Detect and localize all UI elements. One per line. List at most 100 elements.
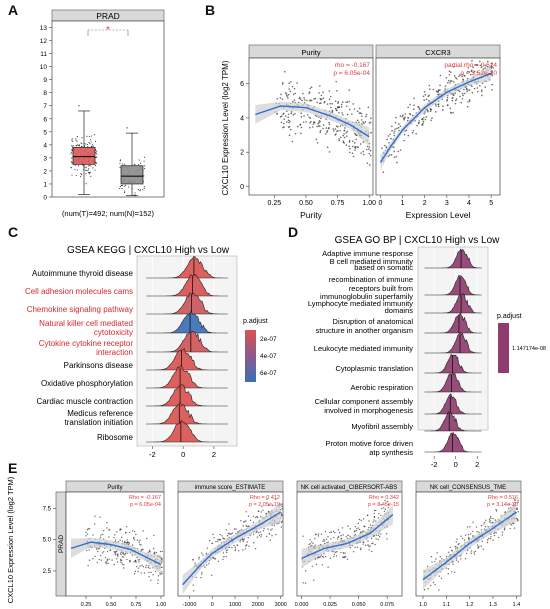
panel-c-ridge-6 bbox=[146, 365, 228, 389]
panel-e-facet-3-point bbox=[508, 503, 510, 505]
panel-e-facet-2-point bbox=[330, 531, 333, 533]
panel-e-facet-0-point bbox=[116, 561, 119, 563]
panel-b-facet-purity-point bbox=[346, 113, 349, 116]
panel-e-facet-3-xtick-label-4: 1.4 bbox=[513, 602, 521, 608]
panel-b-facet-cxcr3-point bbox=[444, 88, 446, 90]
panel-e-facet-3-point bbox=[447, 568, 450, 570]
panel-e-facet-0-point bbox=[99, 516, 101, 518]
panel-e-facet-0-point bbox=[105, 561, 108, 563]
panel-b-facet-purity-point bbox=[335, 133, 337, 135]
panel-e-facet-2-point bbox=[325, 538, 328, 541]
panel-c-term-3b: cytotoxicity bbox=[94, 328, 133, 337]
panel-b-facet-purity-point bbox=[318, 116, 320, 118]
panel-e-facet-1-point bbox=[208, 562, 210, 565]
panel-a-point bbox=[71, 151, 73, 153]
panel-b-facet-cxcr3-point bbox=[407, 116, 410, 119]
panel-a-point bbox=[124, 190, 126, 192]
panel-e-facet-1-point bbox=[201, 552, 203, 554]
panel-e-facet-3-point bbox=[516, 507, 518, 509]
panel-e-facet-0-point bbox=[148, 576, 150, 578]
panel-e-facet-3-point bbox=[477, 546, 480, 549]
panel-e-facet-1-point bbox=[225, 529, 227, 531]
panel-b-facet-cxcr3-point bbox=[452, 81, 455, 83]
panel-a-point bbox=[89, 139, 92, 141]
panel-b-facet-purity-point bbox=[308, 92, 310, 95]
panel-b-strip-cxcr3-label: CXCR3 bbox=[425, 48, 450, 57]
panel-a-point bbox=[124, 184, 126, 186]
panel-e-facet-1-point bbox=[246, 525, 248, 528]
panel-e-facet-1-point bbox=[222, 552, 225, 554]
panel-e-facet-3-point bbox=[430, 555, 433, 558]
panel-e-facet-2-point bbox=[322, 540, 324, 542]
panel-e-facet-0-point bbox=[117, 555, 119, 557]
panel-e-facet-3-point bbox=[457, 561, 459, 563]
panel-b-facet-cxcr3-point bbox=[479, 64, 482, 67]
panel-b-facet-cxcr3-point bbox=[471, 59, 473, 62]
panel-e-facet-0-point bbox=[98, 547, 100, 550]
panel-a-point bbox=[90, 175, 92, 177]
panel-b-facet-cxcr3-point bbox=[429, 88, 431, 90]
panel-e-facet-2-point bbox=[347, 534, 349, 537]
panel-e-facet-3-point bbox=[493, 532, 495, 535]
panel-e-facet-1-point bbox=[266, 498, 268, 501]
panel-e-facet-3-point bbox=[480, 545, 482, 547]
panel-e-facet-1-point bbox=[256, 531, 258, 533]
panel-e-facet-1-point bbox=[247, 515, 250, 517]
panel-b-facet-cxcr3-point bbox=[455, 98, 458, 100]
panel-b-facet-cxcr3-point bbox=[387, 135, 390, 137]
panel-b-facet-purity-point bbox=[326, 131, 328, 133]
panel-e-facet-0-point bbox=[122, 567, 125, 569]
panel-e-facet-1-point bbox=[271, 528, 273, 530]
panel-e-facet-0-point bbox=[88, 559, 91, 561]
panel-b-facet-purity-point bbox=[318, 121, 320, 124]
panel-b-facet-purity-point bbox=[319, 120, 321, 123]
panel-e-facet-0-point bbox=[138, 561, 140, 563]
panel-e-facet-3-point bbox=[480, 529, 483, 531]
panel-e-facet-2-point bbox=[385, 533, 388, 535]
panel-e-facet-2-point bbox=[340, 537, 342, 540]
panel-e-facet-2-point bbox=[341, 527, 344, 529]
panel-a-point bbox=[94, 140, 97, 142]
panel-b-facet-purity-point bbox=[353, 108, 356, 110]
panel-b-facet-cxcr3-point bbox=[393, 134, 396, 137]
panel-b-facet-cxcr3-point bbox=[434, 111, 437, 113]
panel-e-facet-2-point bbox=[360, 519, 362, 522]
panel-b-facet-cxcr3-point bbox=[458, 75, 460, 77]
panel-b-facet-cxcr3-point bbox=[468, 100, 471, 103]
panel-e-facet-0-point bbox=[133, 573, 136, 575]
panel-a-point bbox=[71, 145, 73, 147]
panel-a-point bbox=[78, 105, 80, 107]
panel-e-facet-0-point bbox=[139, 565, 141, 567]
panel-b-facet-cxcr3-point bbox=[389, 154, 391, 156]
panel-c-term-8a: Medicus reference bbox=[67, 409, 133, 418]
panel-b-facet-purity-point bbox=[354, 149, 356, 151]
panel-e-facet-1-xtick-label-3: 2000 bbox=[252, 602, 264, 608]
panel-c-ridge-2 bbox=[146, 292, 228, 315]
panel-e-facet-3-point bbox=[513, 522, 515, 525]
panel-d-legend-title: p.adjust bbox=[497, 313, 522, 320]
panel-e-facet-2-point bbox=[373, 512, 375, 515]
panel-e-facet-3-point bbox=[438, 575, 440, 577]
panel-e-facet-0-point bbox=[157, 575, 160, 577]
panel-b-stat-purity-rho: rho = -0.167 bbox=[335, 62, 371, 69]
panel-a-ytick-label-7: 7 bbox=[43, 103, 47, 110]
panel-b-facet-purity-point bbox=[352, 103, 355, 105]
panel-b-facet-purity-point bbox=[309, 126, 311, 129]
panel-d-ridge-8 bbox=[424, 410, 482, 432]
panel-d-ridge-0 bbox=[424, 248, 482, 269]
panel-e-facet-2-point bbox=[319, 556, 322, 558]
panel-e-facet-0-point bbox=[153, 551, 156, 554]
panel-c-title: GSEA KEGG | CXCL10 High vs Low bbox=[67, 245, 230, 256]
panel-b-facet-cxcr3-point bbox=[474, 64, 476, 66]
panel-e-facet-3-marks: 1.0 1.1 1.2 1.3 1.4 bbox=[419, 498, 521, 608]
panel-b-facet-purity-point bbox=[282, 81, 284, 84]
panel-e-facet-1-fit-line bbox=[182, 511, 282, 586]
panel-b-facet-purity-point bbox=[343, 136, 346, 139]
panel-e-facet-1-point bbox=[234, 546, 237, 549]
panel-a-point bbox=[89, 143, 91, 145]
panel-b-facet-cxcr3-point bbox=[466, 70, 469, 73]
panel-b-facet-purity-point bbox=[285, 110, 288, 113]
panel-d-ridge-2 bbox=[424, 292, 482, 314]
panel-d-ridge-7 bbox=[424, 393, 482, 415]
panel-b-facet-purity-point bbox=[326, 129, 329, 132]
